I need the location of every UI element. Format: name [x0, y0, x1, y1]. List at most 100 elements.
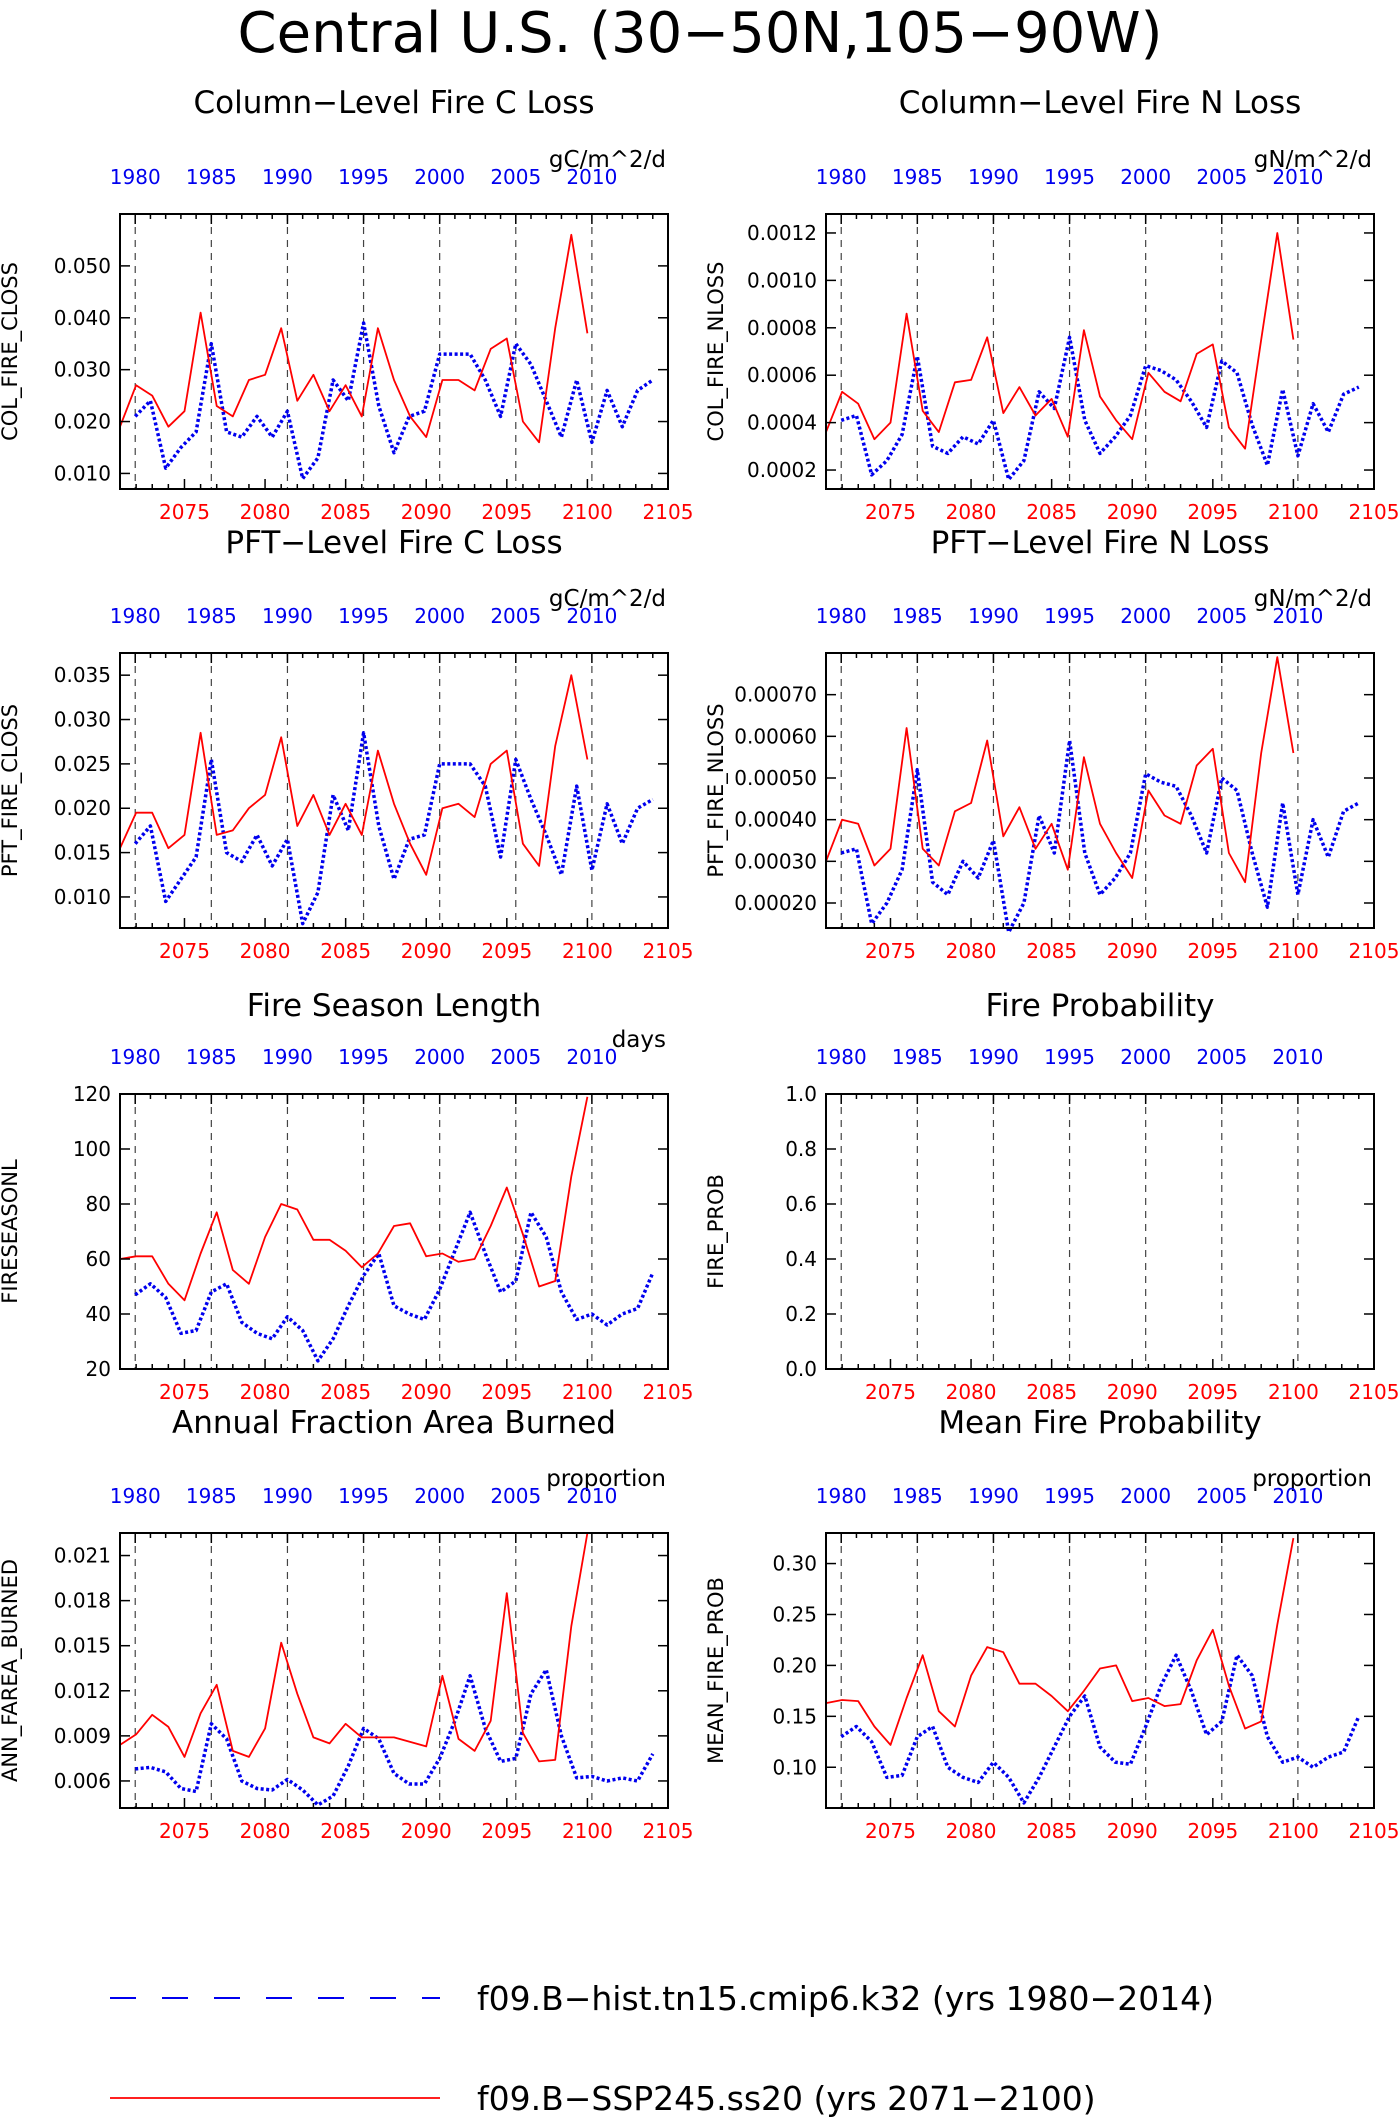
top-tick-label: 2010 [1272, 1484, 1323, 1508]
y-tick-label: 0.10 [772, 1755, 817, 1779]
bottom-tick-label: 2090 [401, 1819, 452, 1843]
top-tick-label: 1980 [816, 604, 867, 628]
y-tick-label: 0.020 [54, 410, 111, 434]
top-tick-label: 1990 [262, 1484, 313, 1508]
legend-label-ssp: f09.B−SSP245.ss20 (yrs 2071−2100) [477, 2079, 1096, 2118]
plot-frame [825, 1093, 1375, 1370]
y-axis-label: FIRE_PROB [704, 1174, 729, 1289]
series-line-hist [840, 1653, 1361, 1805]
y-axis-label: FIRESEASONL [0, 1159, 22, 1304]
series-line-ssp [119, 674, 589, 876]
y-tick-label: 0.050 [54, 254, 111, 278]
bottom-tick-label: 2085 [320, 1380, 371, 1404]
top-tick-label: 2005 [490, 165, 541, 189]
y-tick-label: 100 [73, 1137, 111, 1161]
bottom-tick-label: 2100 [1268, 1380, 1319, 1404]
series-line-ssp [825, 232, 1295, 450]
top-tick-label: 1990 [968, 604, 1019, 628]
y-tick-label: 0.006 [54, 1769, 111, 1793]
bottom-tick-label: 2095 [1187, 500, 1238, 524]
top-tick-label: 1995 [338, 1045, 389, 1069]
bottom-tick-label: 2075 [159, 500, 210, 524]
series-line-ssp [119, 1532, 589, 1763]
figure-title: Central U.S. (30−50N,105−90W) [238, 1, 1163, 66]
y-tick-label: 1.0 [785, 1082, 817, 1106]
bottom-tick-label: 2100 [1268, 1819, 1319, 1843]
series-line-ssp [825, 656, 1295, 884]
panel-title: Annual Fraction Area Burned [172, 1405, 616, 1441]
panel-3: PFT−Level Fire C Loss gC/m^2/d PFT_FIRE_CL… [0, 525, 693, 963]
y-axis-label: COL_FIRE_NLOSS [704, 262, 729, 442]
top-tick-label: 1985 [186, 1484, 237, 1508]
bottom-tick-label: 2100 [1268, 500, 1319, 524]
panel-title: PFT−Level Fire C Loss [225, 525, 562, 561]
y-tick-label: 0.8 [785, 1137, 817, 1161]
top-tick-label: 2010 [1272, 1045, 1323, 1069]
y-tick-label: 0.010 [54, 461, 111, 485]
bottom-tick-label: 2090 [401, 939, 452, 963]
plot-frame [119, 652, 669, 929]
top-tick-label: 1985 [892, 165, 943, 189]
bottom-tick-label: 2090 [401, 1380, 452, 1404]
bottom-tick-label: 2085 [1026, 500, 1077, 524]
y-tick-label: 0.0008 [747, 316, 817, 340]
bottom-tick-label: 2105 [643, 939, 694, 963]
series-line-ssp [119, 233, 589, 444]
panel-8: Mean Fire Probability proportion MEAN_FIRE… [704, 1405, 1399, 1843]
panel-title: Mean Fire Probability [938, 1405, 1261, 1441]
y-tick-label: 0.20 [772, 1653, 817, 1677]
bottom-tick-label: 2080 [240, 500, 291, 524]
bottom-tick-label: 2080 [946, 1819, 997, 1843]
y-tick-label: 0.2 [785, 1302, 817, 1326]
y-tick-label: 0.00060 [734, 724, 817, 748]
top-tick-label: 1985 [892, 604, 943, 628]
plot-frame [825, 213, 1375, 490]
bottom-tick-label: 2100 [1268, 939, 1319, 963]
y-tick-label: 0.030 [54, 708, 111, 732]
bottom-tick-label: 2080 [240, 1380, 291, 1404]
bottom-tick-label: 2105 [643, 1380, 694, 1404]
bottom-tick-label: 2095 [1187, 1819, 1238, 1843]
top-tick-label: 1995 [338, 1484, 389, 1508]
y-tick-label: 0.015 [54, 1634, 111, 1658]
units-label: proportion [1252, 1466, 1372, 1492]
bottom-tick-label: 2090 [1107, 500, 1158, 524]
plot-frame [825, 1532, 1375, 1809]
top-tick-label: 1980 [816, 165, 867, 189]
units-label: gN/m^2/d [1254, 586, 1372, 612]
bottom-tick-label: 2105 [643, 500, 694, 524]
top-tick-label: 1980 [110, 1484, 161, 1508]
top-tick-label: 2000 [414, 1484, 465, 1508]
top-tick-label: 2000 [414, 1045, 465, 1069]
top-tick-label: 1985 [892, 1484, 943, 1508]
y-tick-label: 20 [86, 1357, 111, 1381]
top-tick-label: 2000 [414, 165, 465, 189]
top-tick-label: 1985 [186, 604, 237, 628]
bottom-tick-label: 2085 [320, 500, 371, 524]
bottom-tick-label: 2105 [1349, 939, 1400, 963]
top-tick-label: 2000 [1120, 1045, 1171, 1069]
y-tick-label: 40 [86, 1302, 111, 1326]
series-line-hist [840, 738, 1360, 934]
bottom-tick-label: 2085 [1026, 939, 1077, 963]
panel-title: PFT−Level Fire N Loss [931, 525, 1270, 561]
y-tick-label: 0.020 [54, 796, 111, 820]
top-tick-label: 2005 [490, 604, 541, 628]
top-tick-label: 2005 [1196, 1484, 1247, 1508]
y-tick-label: 0.00030 [734, 849, 817, 873]
top-tick-label: 1995 [338, 165, 389, 189]
y-axis-label: MEAN_FIRE_PROB [704, 1577, 729, 1764]
bottom-tick-label: 2105 [643, 1819, 694, 1843]
y-tick-label: 0.021 [54, 1544, 111, 1568]
panel-title: Column−Level Fire C Loss [193, 85, 594, 121]
y-axis-label: ANN_FAREA_BURNED [0, 1559, 23, 1782]
y-tick-label: 0.0012 [747, 221, 817, 245]
bottom-tick-label: 2080 [240, 1819, 291, 1843]
series-line-ssp [119, 1096, 589, 1302]
panel-2: Column−Level Fire N Loss gN/m^2/d COL_FIRE… [704, 85, 1399, 524]
top-tick-label: 2000 [1120, 165, 1171, 189]
panel-4: PFT−Level Fire N Loss gN/m^2/d PFT_FIRE_NL… [704, 525, 1399, 963]
y-tick-label: 0.30 [772, 1552, 817, 1576]
top-tick-label: 2010 [566, 1484, 617, 1508]
bottom-tick-label: 2105 [1349, 500, 1400, 524]
